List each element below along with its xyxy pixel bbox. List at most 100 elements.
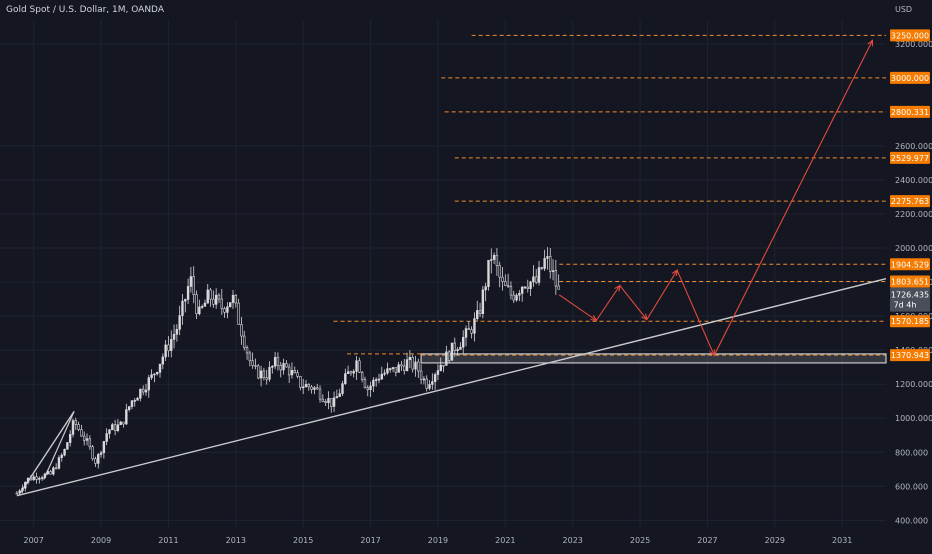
candle-body bbox=[24, 482, 27, 489]
candle-body bbox=[481, 289, 485, 315]
candle-body bbox=[417, 361, 420, 372]
candle-body bbox=[262, 370, 266, 379]
x-tick-label: 2017 bbox=[360, 536, 380, 545]
y-tick-label: 2400.000 bbox=[895, 176, 932, 185]
y-tick-label: 800.000 bbox=[895, 448, 928, 457]
candle-body bbox=[473, 318, 476, 334]
candle-body bbox=[439, 364, 442, 371]
candle-body bbox=[498, 265, 501, 278]
candle-body bbox=[506, 285, 510, 287]
candle-body bbox=[495, 254, 499, 266]
candle-body bbox=[374, 379, 378, 381]
candle-body bbox=[377, 378, 381, 381]
candle-body bbox=[29, 477, 33, 481]
price-label-bg bbox=[890, 29, 930, 42]
candle-body bbox=[184, 299, 187, 302]
y-tick-label: 2600.000 bbox=[895, 142, 932, 151]
candle-body bbox=[94, 458, 97, 464]
candle-body bbox=[557, 285, 560, 290]
candle-body bbox=[299, 376, 302, 388]
candle-body bbox=[214, 294, 218, 305]
candle-body bbox=[330, 398, 333, 407]
candle-body bbox=[450, 342, 454, 361]
y-tick-label: 1200.000 bbox=[895, 380, 932, 389]
candle-body bbox=[419, 370, 423, 380]
candle-body bbox=[349, 371, 353, 374]
candle-body bbox=[442, 364, 445, 367]
candle-body bbox=[189, 276, 193, 287]
candle-body bbox=[113, 424, 117, 432]
candle-body bbox=[526, 286, 529, 289]
y-tick-label: 2000.000 bbox=[895, 244, 932, 253]
candle-body bbox=[125, 409, 128, 425]
candle-body bbox=[332, 397, 336, 407]
candle-body bbox=[366, 387, 369, 391]
candle-body bbox=[268, 367, 271, 380]
candle-body bbox=[245, 347, 249, 354]
candle-body bbox=[408, 356, 412, 361]
price-label-bg bbox=[890, 195, 930, 208]
price-label-bg bbox=[890, 71, 930, 84]
candle-body bbox=[153, 373, 156, 376]
candle-body bbox=[535, 276, 538, 283]
candle-body bbox=[212, 298, 215, 305]
candle-body bbox=[32, 476, 35, 481]
candle-body bbox=[203, 302, 207, 307]
candle-body bbox=[515, 294, 518, 301]
projection-arrowhead bbox=[709, 349, 715, 357]
candle-body bbox=[403, 365, 406, 371]
price-label-tag: 1803.651 bbox=[890, 275, 930, 288]
candle-body bbox=[301, 386, 305, 389]
candle-body bbox=[335, 396, 339, 399]
candle-body bbox=[484, 286, 487, 291]
y-tick-label: 3200.000 bbox=[895, 40, 932, 49]
candle-body bbox=[133, 400, 136, 402]
candle-body bbox=[425, 378, 428, 389]
candle-body bbox=[198, 306, 201, 315]
candle-body bbox=[546, 256, 549, 259]
candle-body bbox=[43, 473, 47, 478]
x-tick-label: 2027 bbox=[697, 536, 717, 545]
x-tick-label: 2007 bbox=[24, 536, 44, 545]
candle-body bbox=[229, 302, 232, 308]
candle-body bbox=[321, 398, 325, 402]
x-tick-label: 2021 bbox=[495, 536, 515, 545]
price-label-text: 2529.977 bbox=[891, 154, 929, 163]
price-label-tag: 1370.943 bbox=[890, 349, 930, 362]
candle-body bbox=[394, 367, 398, 373]
price-label-text: 1570.185 bbox=[891, 317, 929, 326]
countdown-label: 7d 4h bbox=[894, 301, 917, 310]
price-label-bg bbox=[890, 258, 930, 271]
candle-body bbox=[537, 267, 541, 283]
candle-body bbox=[164, 344, 167, 358]
candle-body bbox=[88, 438, 92, 447]
candle-body bbox=[290, 370, 294, 376]
candle-body bbox=[433, 374, 437, 382]
candle-body bbox=[80, 429, 83, 437]
y-tick-label: 600.000 bbox=[895, 482, 928, 491]
candle-body bbox=[167, 344, 170, 351]
candle-body bbox=[476, 310, 479, 319]
candle-body bbox=[529, 281, 532, 289]
price-label-text: 2275.763 bbox=[891, 197, 929, 206]
candle-body bbox=[549, 256, 552, 272]
candle-body bbox=[257, 365, 260, 379]
candle-body bbox=[358, 360, 361, 373]
candle-body bbox=[520, 286, 524, 294]
price-label-tag: 3250.000 bbox=[890, 29, 930, 42]
candle-body bbox=[85, 438, 89, 441]
candle-body bbox=[161, 356, 165, 365]
candle-body bbox=[265, 377, 268, 380]
candle-body bbox=[150, 374, 153, 379]
candle-body bbox=[223, 308, 226, 313]
candle-body bbox=[453, 342, 456, 352]
candle-body bbox=[405, 359, 409, 371]
candle-body bbox=[57, 457, 61, 469]
current-price-value: 1726.435 bbox=[891, 291, 929, 300]
candle-body bbox=[316, 387, 319, 390]
x-tick-label: 2031 bbox=[832, 536, 852, 545]
price-label-bg bbox=[890, 349, 930, 362]
price-label-tag: 1570.185 bbox=[890, 315, 930, 328]
candle-body bbox=[21, 487, 24, 492]
